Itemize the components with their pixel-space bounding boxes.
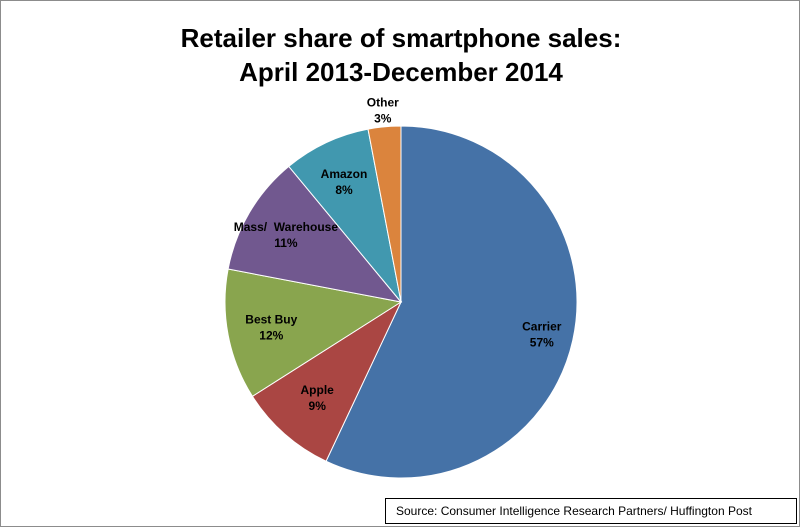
pie-slice-mass-warehouse (227, 165, 403, 303)
slice-value-best-buy: 12% (259, 329, 283, 343)
chart-title: Retailer share of smartphone sales: Apri… (1, 21, 800, 89)
chart-title-line-1: Retailer share of smartphone sales: (180, 23, 622, 53)
slice-label-carrier: Carrier (522, 320, 562, 334)
pie-slice-best-buy (224, 268, 403, 398)
slice-value-apple: 9% (309, 399, 327, 413)
chart-title-line-2: April 2013-December 2014 (239, 57, 563, 87)
slice-value-mass-warehouse: 11% (274, 236, 298, 250)
slice-label-apple: Apple (301, 383, 335, 397)
slice-label-amazon: Amazon (321, 167, 368, 181)
slice-label-mass-warehouse: Mass/ Warehouse (234, 220, 339, 234)
slice-value-carrier: 57% (530, 336, 554, 350)
slice-value-amazon: 8% (335, 183, 353, 197)
slice-label-best-buy: Best Buy (245, 313, 297, 327)
slice-label-other: Other (367, 95, 399, 109)
pie-slice-carrier (325, 125, 578, 479)
source-note: Source: Consumer Intelligence Research P… (385, 498, 797, 524)
pie-slice-apple (251, 300, 403, 462)
slice-value-other: 3% (374, 111, 392, 125)
pie-slice-amazon (288, 128, 402, 303)
pie-slice-other (367, 125, 402, 303)
